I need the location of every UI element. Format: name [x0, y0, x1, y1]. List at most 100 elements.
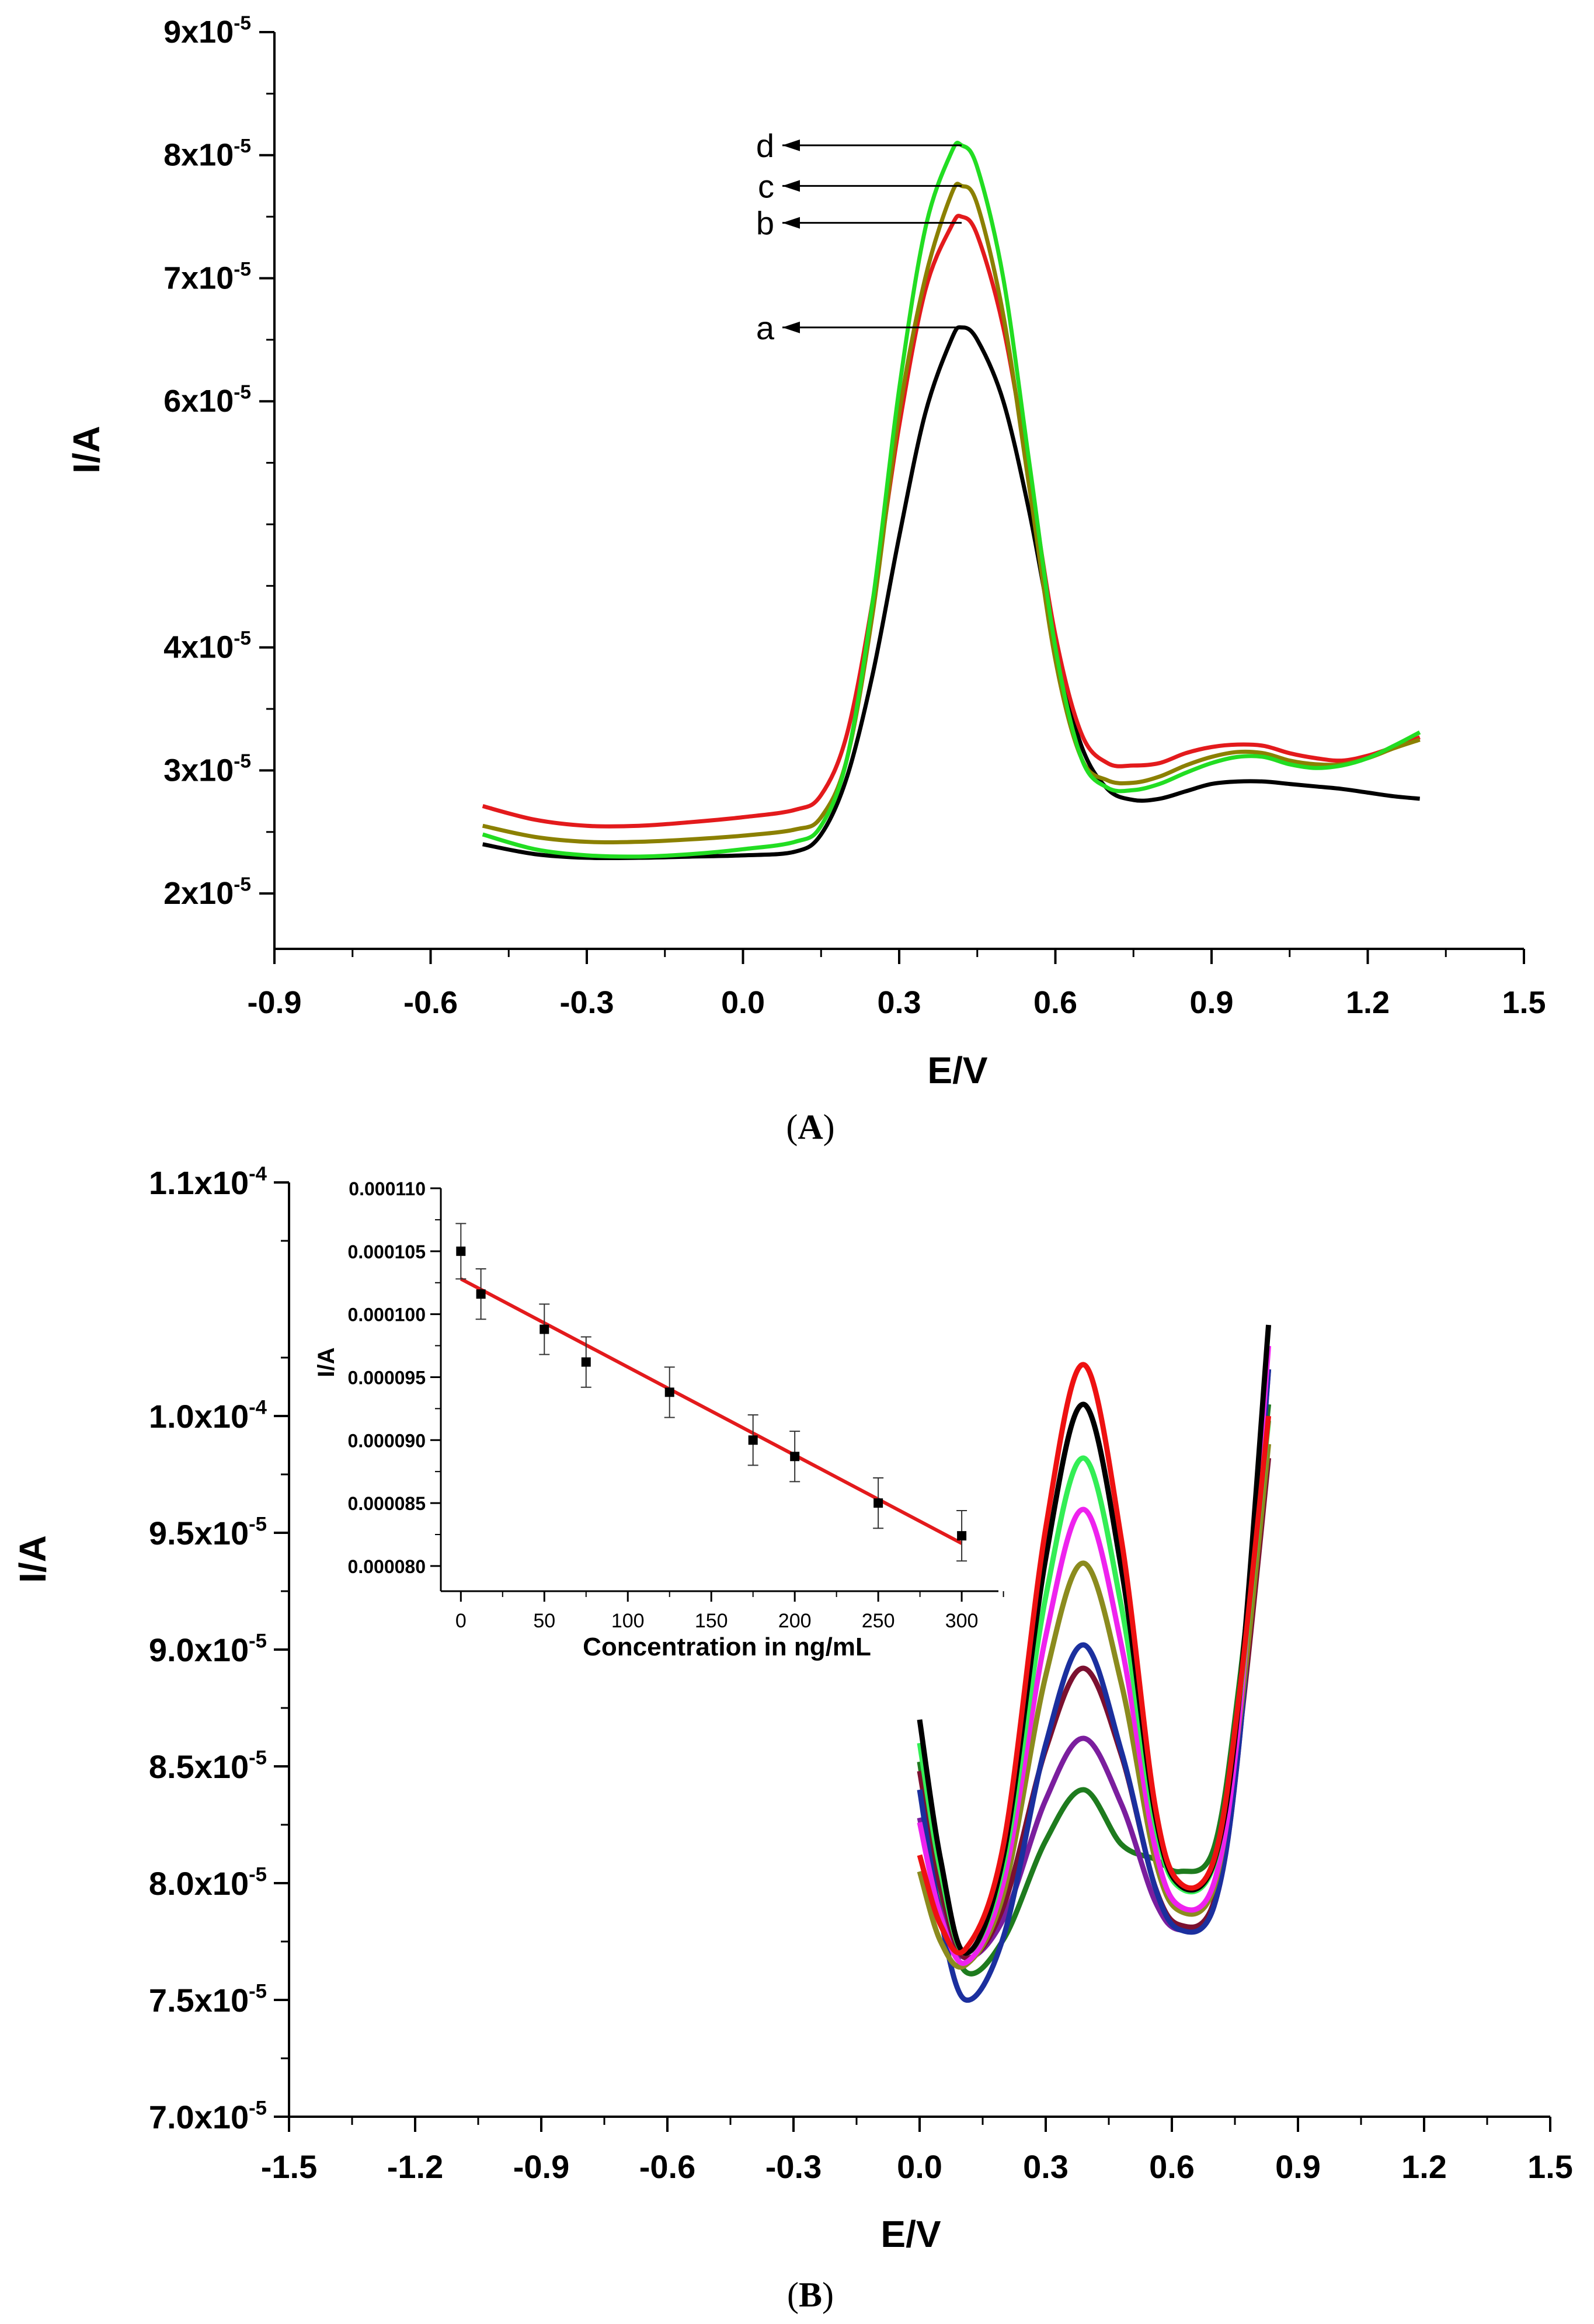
panel-b-y-tick-label: 8.0x10-5	[149, 1863, 267, 1902]
panel-a-x-tick-label: -0.9	[247, 985, 301, 1020]
panel-b-y-tick-label-mantissa: 1.1x10	[149, 1164, 249, 1201]
panel-a-series-d	[482, 141, 1421, 859]
panel-a-axes: -0.9 -0.6 -0.3 0.0 0.3 0.6 0.9 1.2 1.52x10-53x10…	[163, 12, 1546, 1020]
panel-a-caption: (A)	[786, 1108, 834, 1146]
inset-data-point	[476, 1289, 486, 1299]
panel-a-arrowhead-c	[782, 180, 800, 192]
panel-b-x-axis-label: E/V	[880, 2213, 941, 2255]
inset-y-tick-label: 0.000085	[348, 1493, 426, 1514]
panel-b-y-tick-label: 8.5x10-5	[149, 1747, 267, 1785]
panel-b-x-tick-label: 1.5	[1527, 2148, 1573, 2185]
panel-a-y-tick-label-exponent: -5	[234, 628, 251, 649]
panel-a-y-tick-label-exponent: -5	[234, 874, 251, 895]
panel-b-y-tick-label-exponent: -5	[249, 1863, 267, 1885]
inset-x-tick-label: 300	[945, 1610, 979, 1632]
panel-a-x-tick-label: 1.2	[1346, 985, 1390, 1020]
panel-a-x-tick-label: 0.9	[1189, 985, 1233, 1020]
inset-x-tick-label: 0	[455, 1610, 467, 1632]
panel-b-y-tick-label: 1.1x10-4	[149, 1163, 267, 1201]
panel-a-x-tick-label: 0.3	[877, 985, 921, 1020]
panel-a-y-tick-label-mantissa: 9x10	[163, 15, 234, 50]
inset-y-tick-label: 0.000095	[348, 1367, 426, 1388]
panel-a-y-tick-label-mantissa: 6x10	[163, 384, 234, 419]
panel-a-y-tick-label: 8x10-5	[163, 135, 251, 173]
inset-axes: 0 50 100 150 200 250 300 0.000080 0.000085 0.0000…	[348, 1178, 1004, 1632]
panel-a-y-tick-label-exponent: -5	[234, 751, 251, 773]
panel-a-x-tick-label: -0.3	[559, 985, 614, 1020]
panel-a-y-tick-label-exponent: -5	[234, 135, 251, 157]
panel-b-y-tick-label-exponent: -5	[249, 1630, 267, 1652]
panel-a-y-tick-label-exponent: -5	[234, 382, 251, 403]
inset-data-point	[873, 1498, 883, 1508]
panel-a-y-tick-label: 2x10-5	[163, 874, 251, 911]
panel-b-series	[917, 1324, 1272, 2003]
panel-b-y-tick-label: 7.0x10-5	[149, 2097, 267, 2135]
panel-b-chart: -1.5 -1.2 -0.9 -0.6 -0.3 0.0 0.3 0.6 0.9 1.2 1.5 7.…	[12, 1163, 1573, 2314]
panel-a-y-tick-label-mantissa: 3x10	[163, 753, 234, 788]
panel-b-y-tick-label-exponent: -4	[249, 1163, 267, 1185]
panel-b-y-tick-label-mantissa: 7.0x10	[149, 2099, 249, 2135]
inset-x-axis-label: Concentration in ng/mL	[583, 1633, 871, 1661]
panel-a-y-tick-label-exponent: -5	[234, 259, 251, 280]
inset-y-tick-label: 0.000105	[348, 1241, 426, 1262]
panel-a-series-c	[482, 182, 1421, 844]
inset-x-tick-label: 100	[611, 1610, 645, 1632]
panel-a-x-tick-label: 0.0	[721, 985, 765, 1020]
inset-x-tick-label: 150	[695, 1610, 728, 1632]
panel-b-y-tick-label: 1.0x10-4	[149, 1396, 267, 1435]
panel-a-y-tick-label: 3x10-5	[163, 751, 251, 788]
panel-b-series-red	[917, 1362, 1272, 1956]
panel-a-arrowhead-d	[782, 139, 800, 151]
panel-a-y-tick-label-mantissa: 8x10	[163, 138, 234, 173]
inset-data-point	[790, 1452, 800, 1462]
panel-b-x-tick-label: 0.0	[897, 2148, 942, 2185]
panel-a-annotation-b: b	[756, 205, 774, 242]
panel-b-x-tick-label: 1.2	[1401, 2148, 1447, 2185]
panel-a-annotations: dcb a	[756, 127, 962, 346]
panel-b-y-tick-label-mantissa: 9.5x10	[149, 1515, 249, 1551]
inset-points	[455, 1223, 967, 1562]
panel-b-caption: (B)	[787, 2276, 834, 2314]
panel-a-y-tick-label-mantissa: 7x10	[163, 260, 234, 295]
panel-a-x-tick-label: 0.6	[1033, 985, 1077, 1020]
inset-data-point	[540, 1324, 549, 1334]
panel-a-series	[482, 141, 1421, 861]
panel-b-y-tick-label-mantissa: 8.5x10	[149, 1748, 249, 1785]
panel-b-y-tick-label-mantissa: 7.5x10	[149, 1982, 249, 2019]
inset-data-point	[748, 1435, 758, 1445]
panel-a-arrowhead-b	[782, 217, 800, 229]
panel-b-axes: -1.5 -1.2 -0.9 -0.6 -0.3 0.0 0.3 0.6 0.9 1.2 1.5 7.…	[149, 1163, 1573, 2185]
inset-x-tick-label: 200	[778, 1610, 812, 1632]
panel-a-arrowhead-a	[782, 321, 800, 333]
panel-a-y-axis-label: I/A	[65, 426, 107, 474]
inset-y-tick-label: 0.000090	[348, 1430, 426, 1451]
panel-b-series-blue	[917, 1369, 1272, 2003]
panel-a-y-tick-label: 9x10-5	[163, 12, 251, 50]
panel-b-y-axis-label: I/A	[12, 1535, 54, 1583]
panel-a-series-b	[482, 214, 1421, 829]
panel-b-label: B	[799, 2276, 822, 2314]
panel-a-y-tick-label: 7x10-5	[163, 259, 251, 296]
panel-b-y-tick-label: 7.5x10-5	[149, 1980, 267, 2019]
inset-y-axis-label: I/A	[314, 1347, 339, 1377]
panel-a-x-axis-label: E/V	[927, 1049, 987, 1091]
inset-y-tick-label: 0.000110	[349, 1178, 426, 1199]
panel-b-x-tick-label: -0.3	[765, 2148, 822, 2185]
inset-y-tick-label: 0.000080	[348, 1556, 426, 1577]
inset-data-point	[456, 1246, 466, 1256]
inset-y-tick-label: 0.000100	[348, 1304, 426, 1325]
panel-b-y-tick-label-mantissa: 9.0x10	[149, 1631, 249, 1668]
panel-a-y-tick-label-exponent: -5	[234, 12, 251, 34]
panel-b-y-tick-label: 9.0x10-5	[149, 1630, 267, 1668]
panel-b-y-tick-label-exponent: -5	[249, 1747, 267, 1769]
panel-b-y-tick-label: 9.5x10-5	[149, 1513, 267, 1551]
panel-a-y-tick-label: 6x10-5	[163, 382, 251, 419]
panel-b-x-tick-label: -1.2	[387, 2148, 444, 2185]
inset-data-point	[957, 1531, 967, 1541]
inset-data-point	[664, 1387, 674, 1397]
panel-a-annotation-c: c	[758, 168, 774, 204]
panel-a-y-tick-label-mantissa: 2x10	[163, 876, 234, 911]
panel-a-series-a	[482, 325, 1420, 861]
panel-a-x-tick-label: -0.6	[403, 985, 458, 1020]
